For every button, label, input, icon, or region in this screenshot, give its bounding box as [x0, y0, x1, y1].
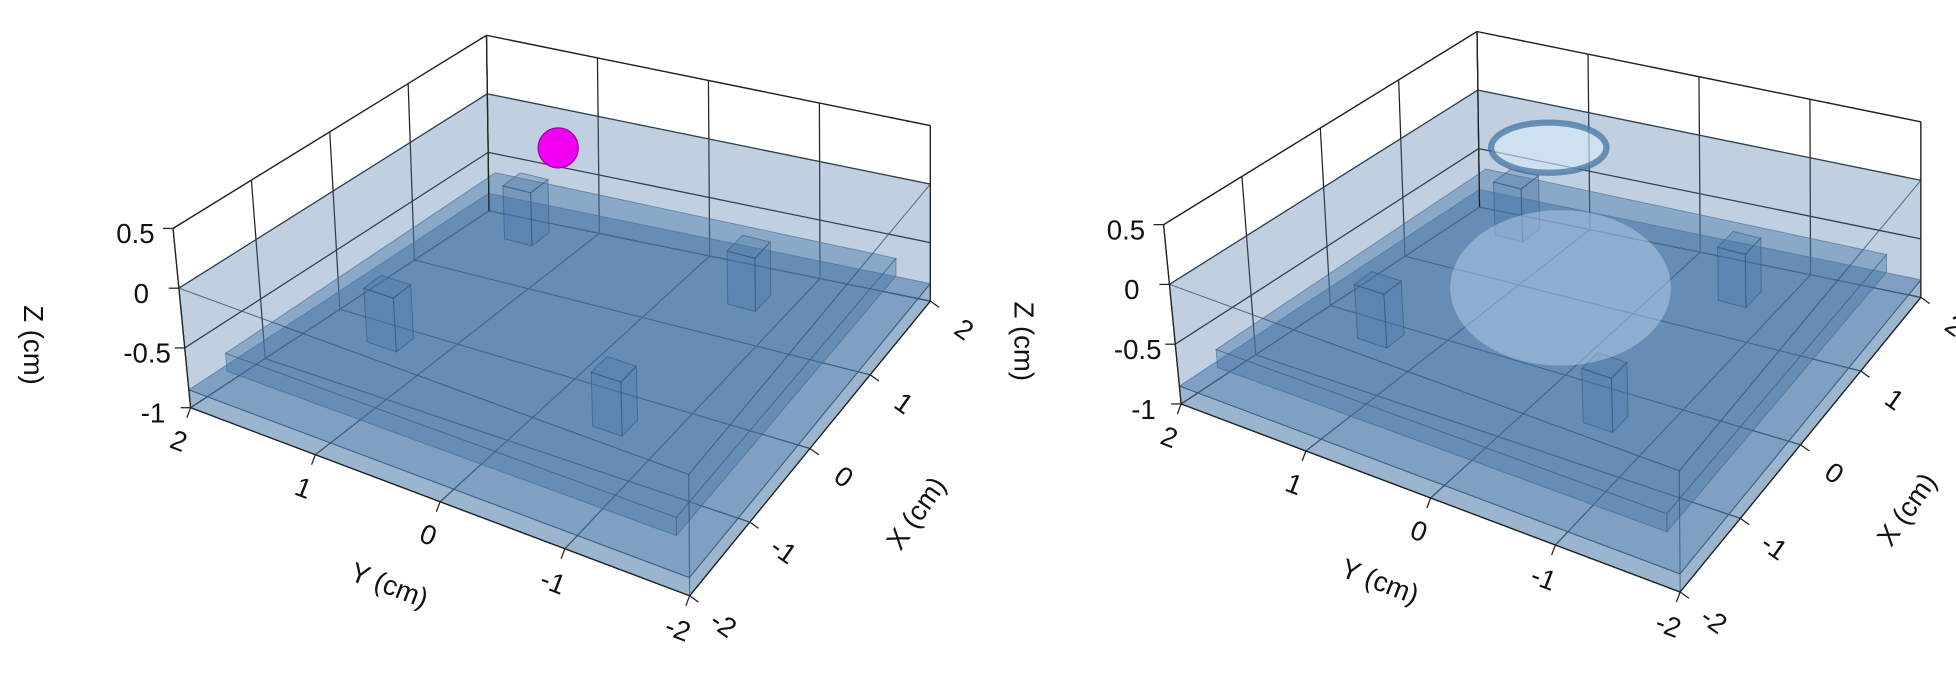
tick-mark	[310, 454, 316, 465]
y-tick-label: 2	[1157, 420, 1182, 454]
x-tick-label: 1	[1879, 382, 1909, 416]
tick-mark	[435, 501, 441, 513]
y-axis-label: Y (cm)	[346, 556, 432, 614]
axis-edge	[1476, 30, 1922, 123]
y-tick-label: 0	[416, 518, 441, 552]
pillar	[726, 250, 756, 313]
grid-line	[1809, 99, 1812, 275]
inner-plate	[1215, 168, 1888, 515]
pillar	[501, 172, 550, 194]
plot-panel: -1 -0.5 0 0.5 -2 -1 0 1 2 -2 -1 0 1 2 Z (cm) Y (cm) X (c…	[1009, 30, 1956, 644]
ring	[1488, 119, 1610, 176]
axis-edge	[172, 34, 487, 229]
y-tick-label: 2	[166, 424, 191, 458]
grid-line	[1398, 79, 1406, 257]
z-tick-label: 0.5	[1107, 214, 1145, 245]
pillar	[502, 185, 533, 247]
tick-mark	[869, 374, 880, 382]
x-tick-label: 0	[1819, 456, 1849, 490]
axis-edge	[1163, 31, 1478, 226]
tick-mark	[1426, 497, 1432, 509]
inner-plate	[224, 172, 897, 519]
axis-edge	[1162, 224, 1182, 405]
tick-mark	[1679, 591, 1690, 599]
y-tick-label: -2	[1651, 606, 1685, 644]
pillar	[362, 274, 412, 299]
y-tick-label: 0	[1406, 514, 1431, 548]
pillar	[590, 371, 623, 437]
grid-line	[1319, 128, 1331, 306]
tick-mark	[929, 300, 940, 308]
x-tick-label: -2	[1695, 601, 1733, 640]
axis-edge	[486, 34, 931, 127]
pillar	[590, 355, 638, 383]
grid-line	[329, 131, 341, 310]
pillar	[1716, 230, 1762, 256]
x-tick-label: 1	[889, 386, 919, 420]
z-tick-label: -0.5	[1114, 334, 1162, 365]
tick-mark	[1860, 370, 1870, 378]
z-tick-label: -1	[1131, 394, 1156, 425]
z-tick-label: 0	[134, 278, 149, 309]
tick-mark	[560, 548, 566, 560]
y-tick-label: -1	[536, 563, 570, 601]
z-tick-label: 0.5	[116, 218, 154, 249]
x-tick-label: 2	[949, 312, 979, 346]
z-tick-label: 0	[1124, 274, 1139, 305]
z-axis-label: Z (cm)	[18, 305, 49, 385]
axis-edge	[485, 35, 490, 211]
y-tick-label: -1	[1527, 559, 1561, 597]
grid-line	[596, 57, 600, 234]
tick-mark	[1301, 450, 1307, 462]
x-tick-label: -1	[1755, 527, 1793, 566]
x-tick-label: -2	[705, 604, 743, 643]
pillar	[1353, 270, 1403, 295]
pillar	[1580, 352, 1628, 379]
grid-line	[1698, 76, 1701, 253]
tick-mark	[1800, 444, 1810, 452]
grid-line	[407, 83, 416, 261]
y-tick-label: 1	[291, 471, 316, 505]
tick-mark	[1920, 296, 1931, 305]
tick-mark	[186, 407, 192, 418]
tick-mark	[689, 595, 699, 603]
x-axis-label: X (cm)	[1871, 467, 1943, 551]
y-axis-label: Y (cm)	[1337, 552, 1423, 610]
grid-line	[818, 103, 821, 279]
z-tick-label: -0.5	[123, 338, 171, 369]
z-axis-label: Z (cm)	[1009, 301, 1040, 381]
pillar	[726, 234, 772, 259]
y-tick-label: 1	[1281, 467, 1306, 501]
axis-edge	[1476, 31, 1481, 208]
tick-mark	[1551, 544, 1556, 556]
tick-mark	[1739, 517, 1750, 526]
x-axis-label: X (cm)	[880, 471, 952, 555]
tick-mark	[1176, 403, 1182, 415]
x-tick-label: 0	[829, 460, 859, 494]
grid-line	[707, 80, 711, 257]
tick-mark	[809, 447, 820, 456]
pillar	[1717, 246, 1747, 309]
tick-mark	[1675, 591, 1681, 603]
tick-mark	[749, 521, 759, 529]
spread-disc	[1450, 210, 1671, 366]
x-tick-label: -1	[765, 531, 803, 570]
x-tick-label: 2	[1940, 309, 1956, 343]
axis-edge	[172, 228, 192, 408]
z-tick-label: -1	[141, 398, 166, 429]
tick-mark	[685, 595, 691, 607]
pillar	[1581, 367, 1614, 434]
y-tick-label: -2	[661, 610, 695, 648]
particle	[537, 127, 579, 169]
plot-panel: -1 -0.5 0 0.5 -2 -1 0 1 2 -2 -1 0 1 2 Z (cm) Y (cm) X (c…	[18, 34, 979, 648]
